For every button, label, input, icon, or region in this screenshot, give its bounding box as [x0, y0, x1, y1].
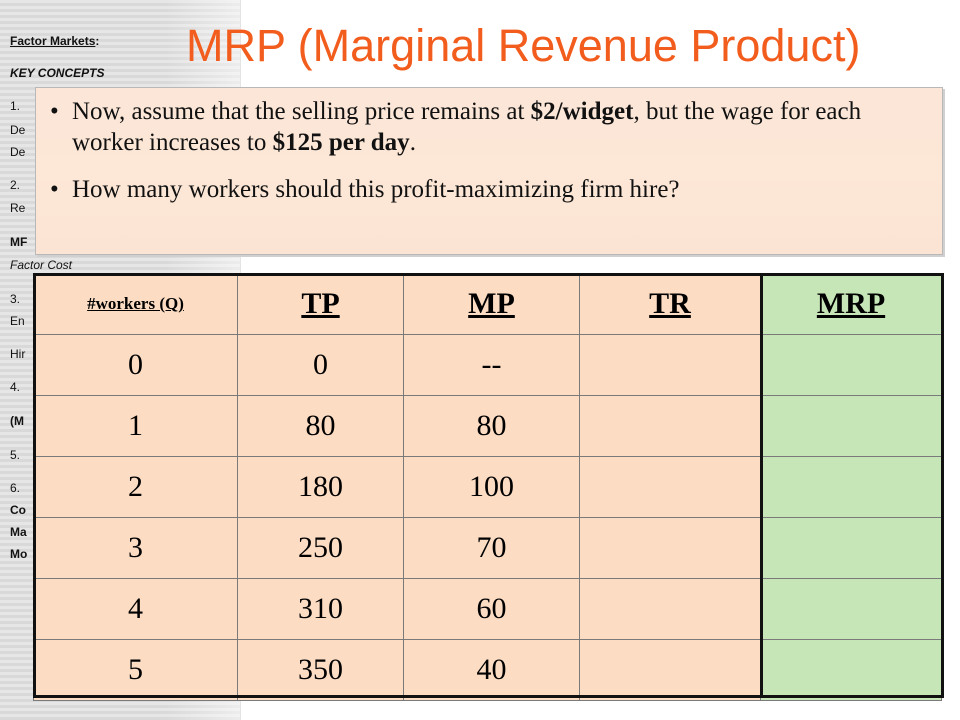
sidebar-item-2-num: 2. — [10, 178, 21, 192]
bullet-2-dot: • — [50, 176, 59, 203]
header-tr: TR — [579, 273, 761, 335]
cell-mp: 40 — [403, 639, 580, 701]
table-row: 5 350 40 — [33, 639, 942, 701]
cell-mrp — [760, 334, 942, 396]
question-callout: • Now, assume that the selling price rem… — [35, 87, 943, 255]
sidebar-item-1-line2: De — [10, 145, 26, 159]
cell-workers: 0 — [33, 334, 238, 396]
cell-mp: 80 — [403, 395, 580, 457]
table-row: 3 250 70 — [33, 517, 942, 579]
bullet-1-price: $2/widget — [530, 98, 634, 125]
header-mrp: MRP — [760, 273, 942, 335]
cell-mp: 100 — [403, 456, 580, 518]
sidebar-item-6-line2: Ma — [10, 525, 27, 539]
sidebar-item-3-line1: En — [10, 314, 25, 328]
table-row: 2 180 100 — [33, 456, 942, 518]
bullet-1-post: . — [409, 129, 416, 156]
bullet-2-text: How many workers should this profit-maxi… — [72, 176, 680, 203]
sidebar-subheading: KEY CONCEPTS — [10, 66, 105, 80]
cell-tp: 250 — [237, 517, 404, 579]
sidebar-item-6-line3: Mo — [10, 547, 28, 561]
cell-tp: 180 — [237, 456, 404, 518]
sidebar-heading-text: Factor Markets — [10, 34, 96, 48]
table-row: 0 0 -- — [33, 334, 942, 396]
sidebar-heading-colon: : — [95, 34, 100, 48]
cell-workers: 1 — [33, 395, 238, 457]
cell-mrp — [760, 456, 942, 518]
bullet-1: • Now, assume that the selling price rem… — [50, 96, 922, 158]
table-row: 4 310 60 — [33, 578, 942, 640]
cell-tr — [579, 334, 761, 396]
sidebar-item-mf: MF — [10, 235, 28, 249]
cell-tr — [579, 517, 761, 579]
cell-mp: 60 — [403, 578, 580, 640]
bullet-1-dot: • — [50, 98, 59, 125]
sidebar-heading: Factor Markets: — [10, 33, 99, 50]
cell-mrp — [760, 578, 942, 640]
cell-mrp — [760, 395, 942, 457]
sidebar-item-6-num: 6. — [10, 481, 21, 495]
sidebar-item-3-num: 3. — [10, 292, 21, 306]
cell-tr — [579, 395, 761, 457]
table-header-row: #workers (Q) TP MP TR MRP — [33, 273, 942, 335]
cell-tp: 310 — [237, 578, 404, 640]
cell-workers: 4 — [33, 578, 238, 640]
sidebar-item-6-line1: Co — [10, 503, 26, 517]
cell-mp: 70 — [403, 517, 580, 579]
sidebar-item-1-num: 1. — [10, 99, 21, 113]
cell-workers: 3 — [33, 517, 238, 579]
slide-title: MRP (Marginal Revenue Product) — [186, 20, 861, 71]
cell-tp: 350 — [237, 639, 404, 701]
cell-tp: 80 — [237, 395, 404, 457]
sidebar-item-2-line1: Re — [10, 201, 26, 215]
cell-mrp — [760, 639, 942, 701]
cell-workers: 5 — [33, 639, 238, 701]
mrp-table: #workers (Q) TP MP TR MRP 0 0 -- 1 80 80… — [33, 273, 942, 701]
bullet-1-wage: $125 per day — [272, 129, 410, 156]
cell-tp: 0 — [237, 334, 404, 396]
sidebar-item-factor-cost: Factor Cost — [10, 258, 73, 272]
cell-mrp — [760, 517, 942, 579]
cell-tr — [579, 639, 761, 701]
cell-mp: -- — [403, 334, 580, 396]
bullet-2: • How many workers should this profit-ma… — [50, 174, 922, 205]
cell-workers: 2 — [33, 456, 238, 518]
header-workers: #workers (Q) — [33, 273, 238, 335]
sidebar-item-1-line1: De — [10, 123, 26, 137]
bullet-1-pre: Now, assume that the selling price remai… — [72, 98, 531, 125]
sidebar-item-hir: Hir — [10, 347, 26, 361]
cell-tr — [579, 578, 761, 640]
table-row: 1 80 80 — [33, 395, 942, 457]
bullet-1-mid: , but the wage for each worker increases… — [72, 98, 862, 156]
sidebar-item-4-num: 4. — [10, 380, 21, 394]
sidebar-item-5-num: 5. — [10, 448, 21, 462]
header-mp: MP — [403, 273, 580, 335]
header-tp: TP — [237, 273, 404, 335]
sidebar-item-m: (M — [10, 414, 24, 428]
bullet-1-text: Now, assume that the selling price remai… — [72, 96, 922, 158]
cell-tr — [579, 456, 761, 518]
